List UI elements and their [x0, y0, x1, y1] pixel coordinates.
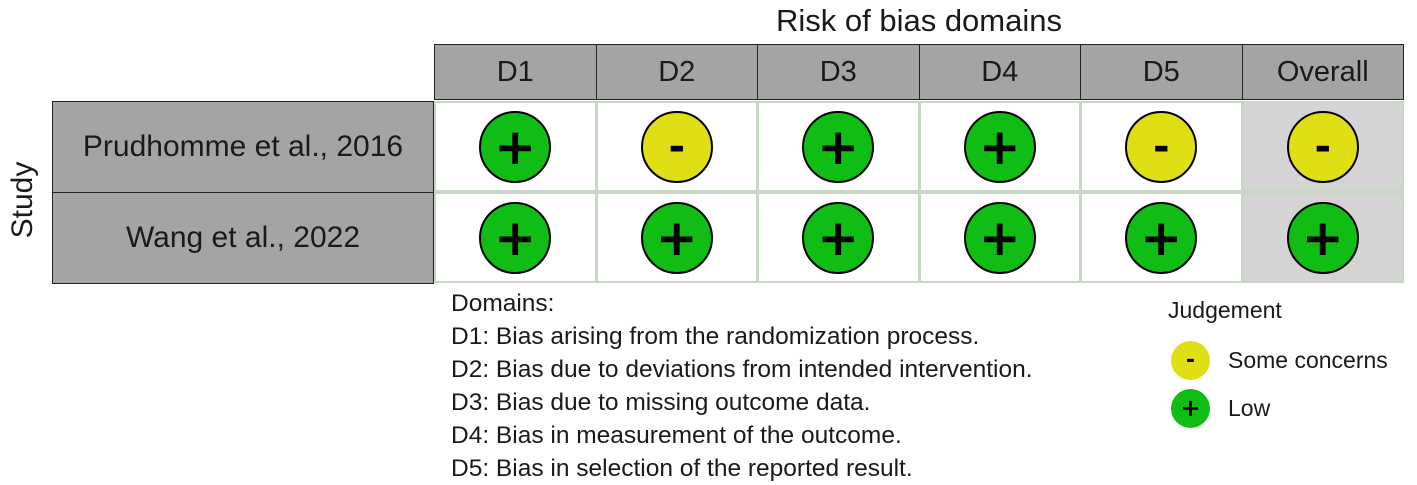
judgement-cell: + [918, 101, 1081, 192]
domain-item: D1: Bias arising from the randomization … [451, 323, 980, 350]
judgement-legend-title: Judgement [1168, 297, 1282, 323]
judgement-cell: + [1241, 192, 1404, 283]
judgement-cell: + [757, 192, 920, 283]
judgement-cell: + [757, 101, 920, 192]
judgement-cell: + [595, 192, 758, 283]
column-header-overall: Overall [1241, 44, 1404, 100]
legend-item-low: + Low [1171, 388, 1270, 428]
legend-label: Low [1228, 394, 1271, 421]
domains-heading: Domains: [451, 290, 555, 317]
y-axis-label: Study [0, 150, 46, 250]
column-header-d4: D4 [918, 44, 1081, 100]
some-concerns-icon: - [640, 110, 713, 183]
low-risk-icon: + [963, 110, 1036, 183]
judgement-cell: - [595, 101, 758, 192]
y-axis-label-text: Study [6, 161, 39, 239]
judgement-cell: + [434, 101, 597, 192]
column-header-d1: D1 [434, 44, 597, 100]
study-name: Prudhomme et al., 2016 [52, 101, 434, 193]
low-risk-icon: + [1171, 388, 1210, 428]
low-risk-icon: + [802, 201, 875, 274]
some-concerns-icon: - [1171, 340, 1210, 380]
low-risk-icon: + [1125, 201, 1198, 274]
judgement-cell: - [1241, 101, 1404, 192]
legend-item-some-concerns: - Some concerns [1171, 340, 1388, 380]
low-risk-icon: + [640, 201, 713, 274]
low-risk-icon: + [802, 110, 875, 183]
domains-legend: Domains: D1: Bias arising from the rando… [451, 287, 1033, 485]
judgement-cell: + [918, 192, 1081, 283]
domain-item: D2: Bias due to deviations from intended… [451, 356, 1033, 383]
chart-title: Risk of bias domains [775, 3, 1062, 38]
judgement-cell: + [434, 192, 597, 283]
low-risk-icon: + [479, 201, 552, 274]
column-header-d5: D5 [1080, 44, 1243, 100]
legend-label: Some concerns [1228, 346, 1388, 373]
column-header-d3: D3 [757, 44, 920, 100]
domain-item: D5: Bias in selection of the reported re… [451, 455, 913, 482]
some-concerns-icon: - [1286, 110, 1359, 183]
low-risk-icon: + [963, 201, 1036, 274]
judgement-cell: - [1080, 101, 1243, 192]
study-name: Wang et al., 2022 [52, 192, 434, 284]
low-risk-icon: + [1286, 201, 1359, 274]
low-risk-icon: + [479, 110, 552, 183]
judgement-cell: + [1080, 192, 1243, 283]
column-header-d2: D2 [595, 44, 758, 100]
domain-item: D3: Bias due to missing outcome data. [451, 389, 871, 416]
domain-item: D4: Bias in measurement of the outcome. [451, 422, 902, 449]
some-concerns-icon: - [1125, 110, 1198, 183]
